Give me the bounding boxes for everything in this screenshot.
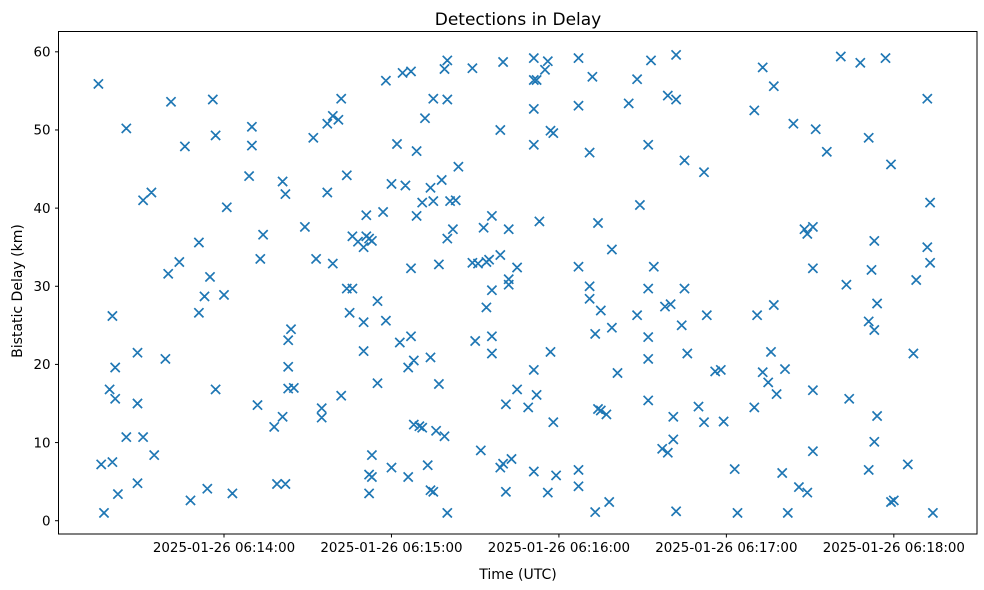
axis-ticks (55, 51, 895, 538)
x-tick-label: 2025-01-26 06:17:00 (655, 541, 797, 556)
x-tick-label: 2025-01-26 06:14:00 (153, 541, 295, 556)
plot-border (58, 31, 978, 535)
y-tick-label: 20 (33, 358, 50, 373)
y-tick-label: 50 (33, 124, 50, 139)
tick-labels: 2025-01-26 06:14:00 2025-01-26 06:15:00 20… (33, 46, 964, 556)
y-tick-label: 0 (42, 514, 51, 529)
y-tick-label: 40 (33, 202, 50, 217)
y-tick-label: 60 (33, 46, 50, 61)
data-markers (93, 49, 939, 519)
y-tick-label: 30 (33, 280, 50, 295)
plot-points (93, 49, 939, 519)
y-tick-label: 10 (33, 436, 50, 451)
x-axis-label: Time (UTC) (479, 567, 557, 583)
chart-title: Detections in Delay (434, 10, 602, 30)
x-tick-label: 2025-01-26 06:16:00 (488, 541, 630, 556)
x-tick-label: 2025-01-26 06:18:00 (823, 541, 965, 556)
x-tick-label: 2025-01-26 06:15:00 (320, 541, 462, 556)
